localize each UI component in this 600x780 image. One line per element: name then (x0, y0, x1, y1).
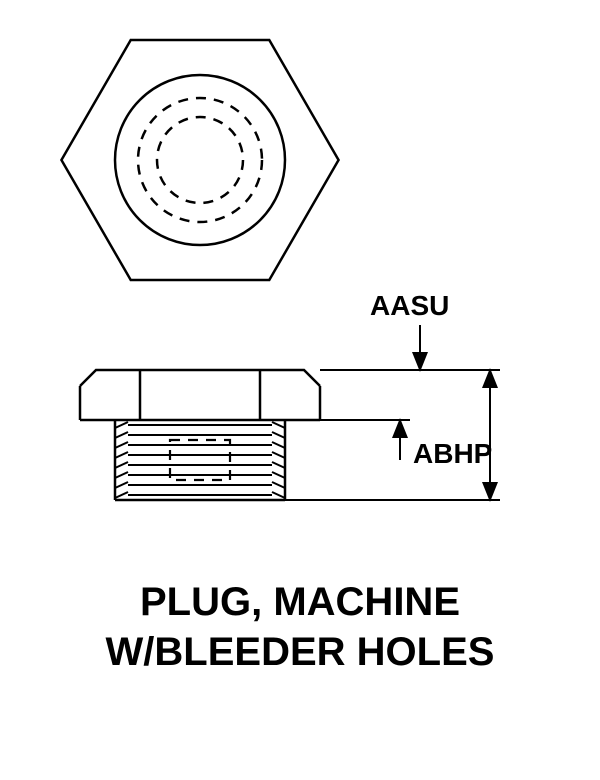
diagram-canvas: AASU ABHP PLUG, MACHINE W/BLEEDER HOLES (0, 0, 600, 780)
label-abhp: ABHP (413, 438, 492, 470)
title-line-1: PLUG, MACHINE (0, 580, 600, 625)
title-line-2: W/BLEEDER HOLES (0, 630, 600, 675)
dimension-lines (285, 325, 500, 500)
side-view (80, 370, 320, 500)
top-view (61, 40, 338, 280)
label-aasu: AASU (370, 290, 449, 322)
